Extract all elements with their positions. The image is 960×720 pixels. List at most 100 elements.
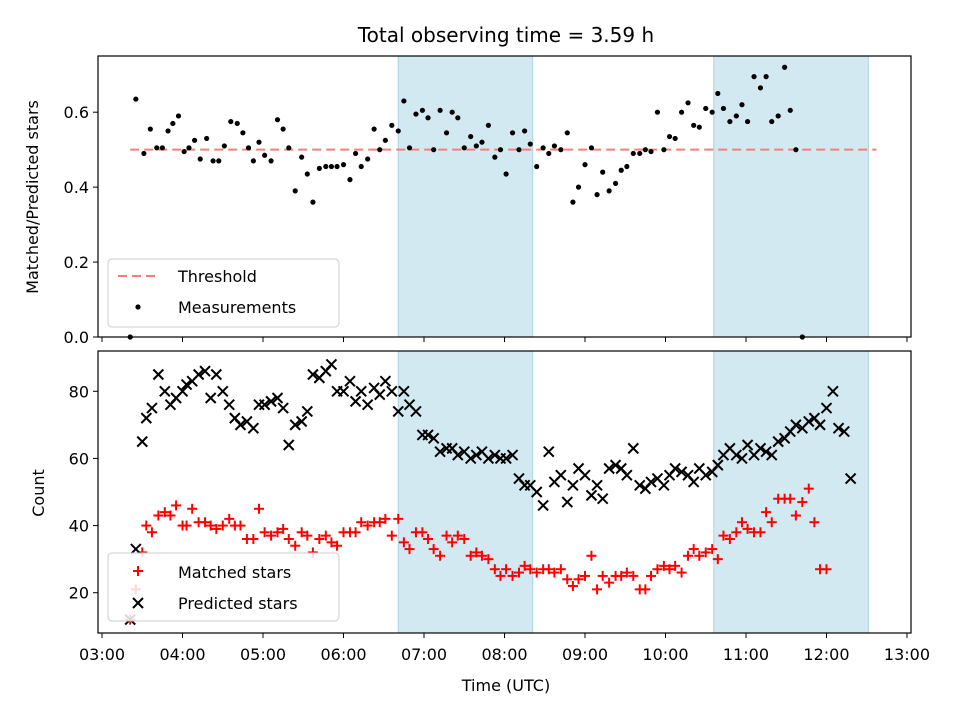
measurement-point [612, 180, 619, 186]
predicted-star-marker [374, 388, 386, 401]
measurement-point [637, 150, 643, 157]
matched-star-marker [350, 527, 361, 538]
predicted-star-marker [410, 405, 422, 418]
measurement-point [299, 154, 305, 160]
predicted-star-marker [464, 452, 477, 465]
measurement-point [159, 145, 165, 151]
measurement-point [413, 111, 419, 117]
predicted-star-marker [210, 368, 223, 381]
matched-star-marker [597, 570, 608, 581]
matched-star-marker [459, 534, 470, 544]
measurement-point [186, 145, 192, 151]
measurement-point [522, 128, 528, 134]
predicted-star-marker [295, 415, 308, 428]
matched-star-marker [398, 537, 409, 548]
matched-star-marker [616, 570, 627, 581]
predicted-star-marker [130, 543, 142, 555]
predicted-star-marker [159, 385, 171, 397]
bottom-x-ticks: 03:00 04:00 05:00 06:00 07:00 08:00 09:00 10:00… [79, 633, 930, 664]
matched-star-marker [688, 544, 699, 555]
predicted-star-marker [234, 419, 247, 431]
measurement-point [371, 126, 377, 132]
predicted-star-marker [579, 469, 591, 481]
measurement-point [468, 133, 474, 140]
matched-star-marker [670, 560, 681, 571]
matched-star-marker [549, 567, 560, 578]
predicted-star-marker [223, 399, 235, 411]
matched-star-marker [604, 577, 615, 588]
x-tick-label: 11:00 [723, 645, 769, 664]
top-panel-frame [97, 55, 912, 338]
measurement-point [558, 147, 564, 153]
measurement-point [534, 163, 540, 170]
measurement-point [661, 147, 667, 153]
predicted-star-marker [355, 385, 367, 397]
matched-star-marker [380, 513, 391, 524]
x-tick-label: 12:00 [803, 645, 849, 664]
bottom-legend: Matched stars Predicted stars [107, 552, 340, 622]
predicted-star-marker [325, 358, 338, 371]
measurement-point [147, 126, 153, 132]
matched-star-marker [141, 520, 152, 531]
predicted-star-marker [277, 402, 289, 414]
predicted-star-marker [283, 439, 295, 451]
measurement-point [292, 188, 298, 194]
measurement-point [606, 188, 612, 194]
bottom-shaded-intervals [397, 350, 869, 634]
measurement-point [323, 163, 329, 170]
measurement-point [678, 109, 685, 115]
matched-star-marker [471, 547, 482, 558]
predicted-star-marker [247, 422, 260, 434]
measurement-point [473, 143, 479, 149]
chart-title: Total observing time = 3.59 h [357, 23, 654, 47]
x-tick-label: 10:00 [642, 645, 688, 664]
predicted-star-marker [452, 449, 464, 461]
matched-star-marker [640, 584, 651, 595]
measurement-point [221, 143, 227, 149]
matched-star-marker [314, 534, 325, 544]
predicted-star-marker [844, 472, 857, 485]
matched-star-marker [259, 527, 270, 538]
measurement-point [461, 145, 467, 151]
predicted-star-marker [730, 449, 743, 461]
matched-star-marker [332, 540, 343, 551]
measurement-point [509, 130, 516, 136]
count-points [124, 358, 857, 626]
x-tick-label: 06:00 [320, 645, 366, 664]
measurement-point [449, 109, 455, 115]
predicted-star-marker [603, 462, 615, 475]
predicted-star-marker [386, 385, 398, 397]
predicted-star-marker [192, 368, 205, 381]
matched-star-marker [423, 534, 434, 544]
predicted-star-marker [591, 479, 603, 491]
measurement-point [642, 147, 648, 153]
predicted-star-marker [567, 479, 579, 491]
measurement-point [419, 107, 425, 113]
predicted-star-marker [561, 496, 573, 508]
predicted-star-marker [398, 385, 410, 397]
matched-star-marker [562, 574, 573, 585]
shaded-interval [397, 55, 534, 338]
matched-star-marker [621, 567, 632, 578]
predicted-star-marker [555, 469, 567, 481]
x-tick-label: 03:00 [79, 645, 125, 664]
measurement-point [703, 105, 709, 112]
predicted-star-marker [772, 435, 784, 448]
matched-star-marker [761, 507, 772, 518]
measurement-point [654, 109, 661, 115]
matched-star-marker [567, 581, 578, 591]
matched-star-marker [809, 517, 820, 528]
top-x-ticks [101, 337, 908, 342]
y-tick-label: 80 [69, 382, 89, 401]
measurement-point [228, 118, 234, 125]
matched-star-marker [573, 574, 584, 585]
matched-star-marker [356, 517, 367, 528]
predicted-star-marker [258, 399, 271, 411]
x-tick-label: 09:00 [562, 645, 608, 664]
matched-star-marker [441, 530, 452, 541]
measurement-point [492, 154, 498, 160]
predicted-star-marker [427, 432, 440, 444]
bottom-y-ticks: 20 40 60 80 [69, 382, 98, 603]
predicted-star-marker [307, 368, 319, 381]
measurement-point [181, 148, 187, 155]
